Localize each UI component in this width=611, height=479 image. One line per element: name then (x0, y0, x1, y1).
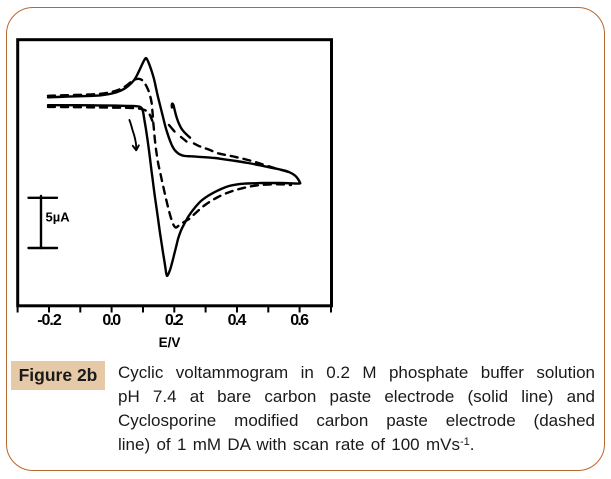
svg-text:0.0: 0.0 (102, 312, 121, 329)
svg-text:E/V: E/V (159, 335, 181, 350)
svg-text:-0.2: -0.2 (37, 312, 62, 329)
svg-text:0.6: 0.6 (290, 312, 309, 329)
svg-text:0.4: 0.4 (228, 312, 247, 329)
svg-text:0.2: 0.2 (165, 312, 184, 329)
svg-text:5µA: 5µA (46, 210, 71, 225)
